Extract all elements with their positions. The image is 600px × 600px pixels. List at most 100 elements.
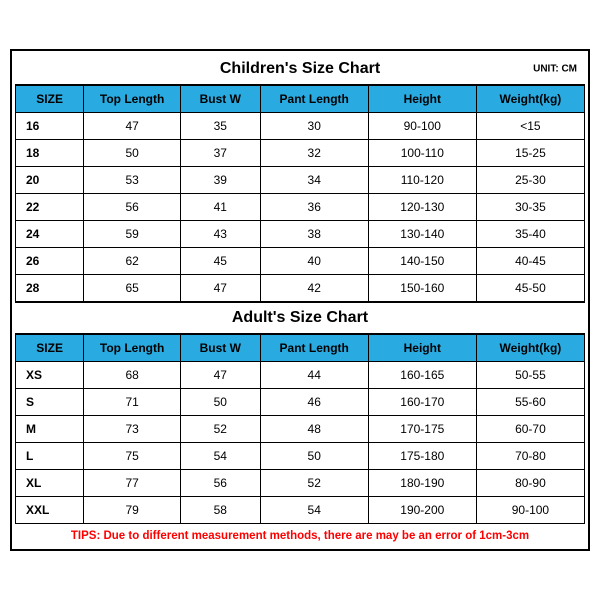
table-row: 20533934110-12025-30	[16, 167, 585, 194]
col-height: Height	[368, 335, 476, 362]
cell-size: XS	[16, 362, 84, 389]
cell-size: 20	[16, 167, 84, 194]
cell-value: 175-180	[368, 443, 476, 470]
cell-size: 24	[16, 221, 84, 248]
col-weight: Weight(kg)	[476, 86, 584, 113]
cell-value: 54	[260, 497, 368, 524]
cell-value: 34	[260, 167, 368, 194]
cell-value: 130-140	[368, 221, 476, 248]
col-pant-length: Pant Length	[260, 86, 368, 113]
cell-value: 36	[260, 194, 368, 221]
cell-size: L	[16, 443, 84, 470]
cell-value: 77	[84, 470, 181, 497]
cell-size: 28	[16, 275, 84, 302]
col-top-length: Top Length	[84, 335, 181, 362]
children-title: Children's Size Chart	[220, 60, 380, 77]
cell-size: XL	[16, 470, 84, 497]
cell-value: 90-100	[476, 497, 584, 524]
table-row: XXL795854190-20090-100	[16, 497, 585, 524]
cell-value: 47	[84, 113, 181, 140]
cell-value: 45-50	[476, 275, 584, 302]
adult-header-row: SIZE Top Length Bust W Pant Length Heigh…	[16, 335, 585, 362]
cell-value: 50	[84, 140, 181, 167]
cell-value: 110-120	[368, 167, 476, 194]
cell-value: 52	[180, 416, 260, 443]
cell-value: 53	[84, 167, 181, 194]
cell-size: 26	[16, 248, 84, 275]
table-row: 22564136120-13030-35	[16, 194, 585, 221]
table-row: XL775652180-19080-90	[16, 470, 585, 497]
cell-value: 170-175	[368, 416, 476, 443]
table-row: 24594338130-14035-40	[16, 221, 585, 248]
cell-size: XXL	[16, 497, 84, 524]
size-chart-container: Children's Size Chart UNIT: CM SIZE Top …	[10, 49, 590, 551]
cell-value: 100-110	[368, 140, 476, 167]
cell-value: 140-150	[368, 248, 476, 275]
col-size: SIZE	[16, 86, 84, 113]
cell-value: 40-45	[476, 248, 584, 275]
cell-value: 55-60	[476, 389, 584, 416]
children-header-row: SIZE Top Length Bust W Pant Length Heigh…	[16, 86, 585, 113]
cell-value: 43	[180, 221, 260, 248]
cell-value: 44	[260, 362, 368, 389]
cell-value: 39	[180, 167, 260, 194]
table-row: 1647353090-100<15	[16, 113, 585, 140]
adult-title: Adult's Size Chart	[232, 309, 368, 326]
cell-size: 16	[16, 113, 84, 140]
cell-value: 37	[180, 140, 260, 167]
cell-value: 60-70	[476, 416, 584, 443]
cell-value: 190-200	[368, 497, 476, 524]
cell-value: 48	[260, 416, 368, 443]
cell-value: 71	[84, 389, 181, 416]
cell-value: 42	[260, 275, 368, 302]
cell-value: 38	[260, 221, 368, 248]
adult-table: SIZE Top Length Bust W Pant Length Heigh…	[15, 334, 585, 524]
cell-value: 30	[260, 113, 368, 140]
cell-size: 22	[16, 194, 84, 221]
cell-value: 45	[180, 248, 260, 275]
table-row: 18503732100-11015-25	[16, 140, 585, 167]
cell-value: 180-190	[368, 470, 476, 497]
cell-value: 150-160	[368, 275, 476, 302]
adult-body: XS684744160-16550-55S715046160-17055-60M…	[16, 362, 585, 524]
cell-value: 25-30	[476, 167, 584, 194]
cell-value: 56	[84, 194, 181, 221]
cell-value: 59	[84, 221, 181, 248]
col-bust-w: Bust W	[180, 335, 260, 362]
col-height: Height	[368, 86, 476, 113]
cell-value: 32	[260, 140, 368, 167]
cell-value: 160-165	[368, 362, 476, 389]
cell-value: <15	[476, 113, 584, 140]
cell-size: 18	[16, 140, 84, 167]
col-top-length: Top Length	[84, 86, 181, 113]
cell-size: M	[16, 416, 84, 443]
unit-label: UNIT: CM	[533, 64, 577, 75]
cell-value: 50	[180, 389, 260, 416]
col-bust-w: Bust W	[180, 86, 260, 113]
cell-value: 58	[180, 497, 260, 524]
cell-value: 90-100	[368, 113, 476, 140]
cell-value: 52	[260, 470, 368, 497]
col-pant-length: Pant Length	[260, 335, 368, 362]
cell-value: 41	[180, 194, 260, 221]
cell-value: 30-35	[476, 194, 584, 221]
col-weight: Weight(kg)	[476, 335, 584, 362]
children-body: 1647353090-100<1518503732100-11015-25205…	[16, 113, 585, 302]
cell-value: 47	[180, 275, 260, 302]
cell-size: S	[16, 389, 84, 416]
cell-value: 160-170	[368, 389, 476, 416]
cell-value: 62	[84, 248, 181, 275]
table-row: XS684744160-16550-55	[16, 362, 585, 389]
cell-value: 47	[180, 362, 260, 389]
cell-value: 50-55	[476, 362, 584, 389]
table-row: L755450175-18070-80	[16, 443, 585, 470]
cell-value: 70-80	[476, 443, 584, 470]
cell-value: 79	[84, 497, 181, 524]
cell-value: 54	[180, 443, 260, 470]
table-row: 28654742150-16045-50	[16, 275, 585, 302]
col-size: SIZE	[16, 335, 84, 362]
cell-value: 35	[180, 113, 260, 140]
cell-value: 120-130	[368, 194, 476, 221]
children-table: SIZE Top Length Bust W Pant Length Heigh…	[15, 85, 585, 302]
cell-value: 15-25	[476, 140, 584, 167]
